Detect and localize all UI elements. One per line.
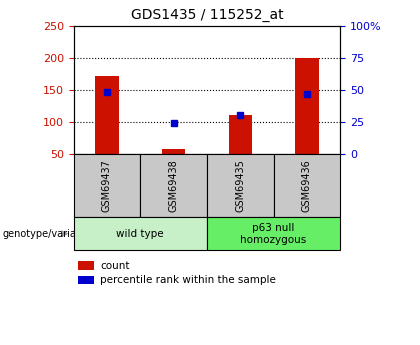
Text: wild type: wild type: [116, 229, 164, 239]
Text: percentile rank within the sample: percentile rank within the sample: [100, 275, 276, 285]
Text: genotype/variation: genotype/variation: [2, 229, 95, 239]
Text: GSM69435: GSM69435: [235, 159, 245, 212]
Title: GDS1435 / 115252_at: GDS1435 / 115252_at: [131, 8, 283, 22]
Text: GSM69437: GSM69437: [102, 159, 112, 212]
Text: GSM69438: GSM69438: [168, 159, 178, 212]
Bar: [295, 58, 318, 154]
Bar: [228, 115, 252, 154]
Text: GSM69436: GSM69436: [302, 159, 312, 212]
Text: p63 null
homozygous: p63 null homozygous: [240, 223, 307, 245]
Bar: [95, 76, 118, 154]
Bar: [162, 149, 185, 154]
Text: count: count: [100, 261, 129, 270]
